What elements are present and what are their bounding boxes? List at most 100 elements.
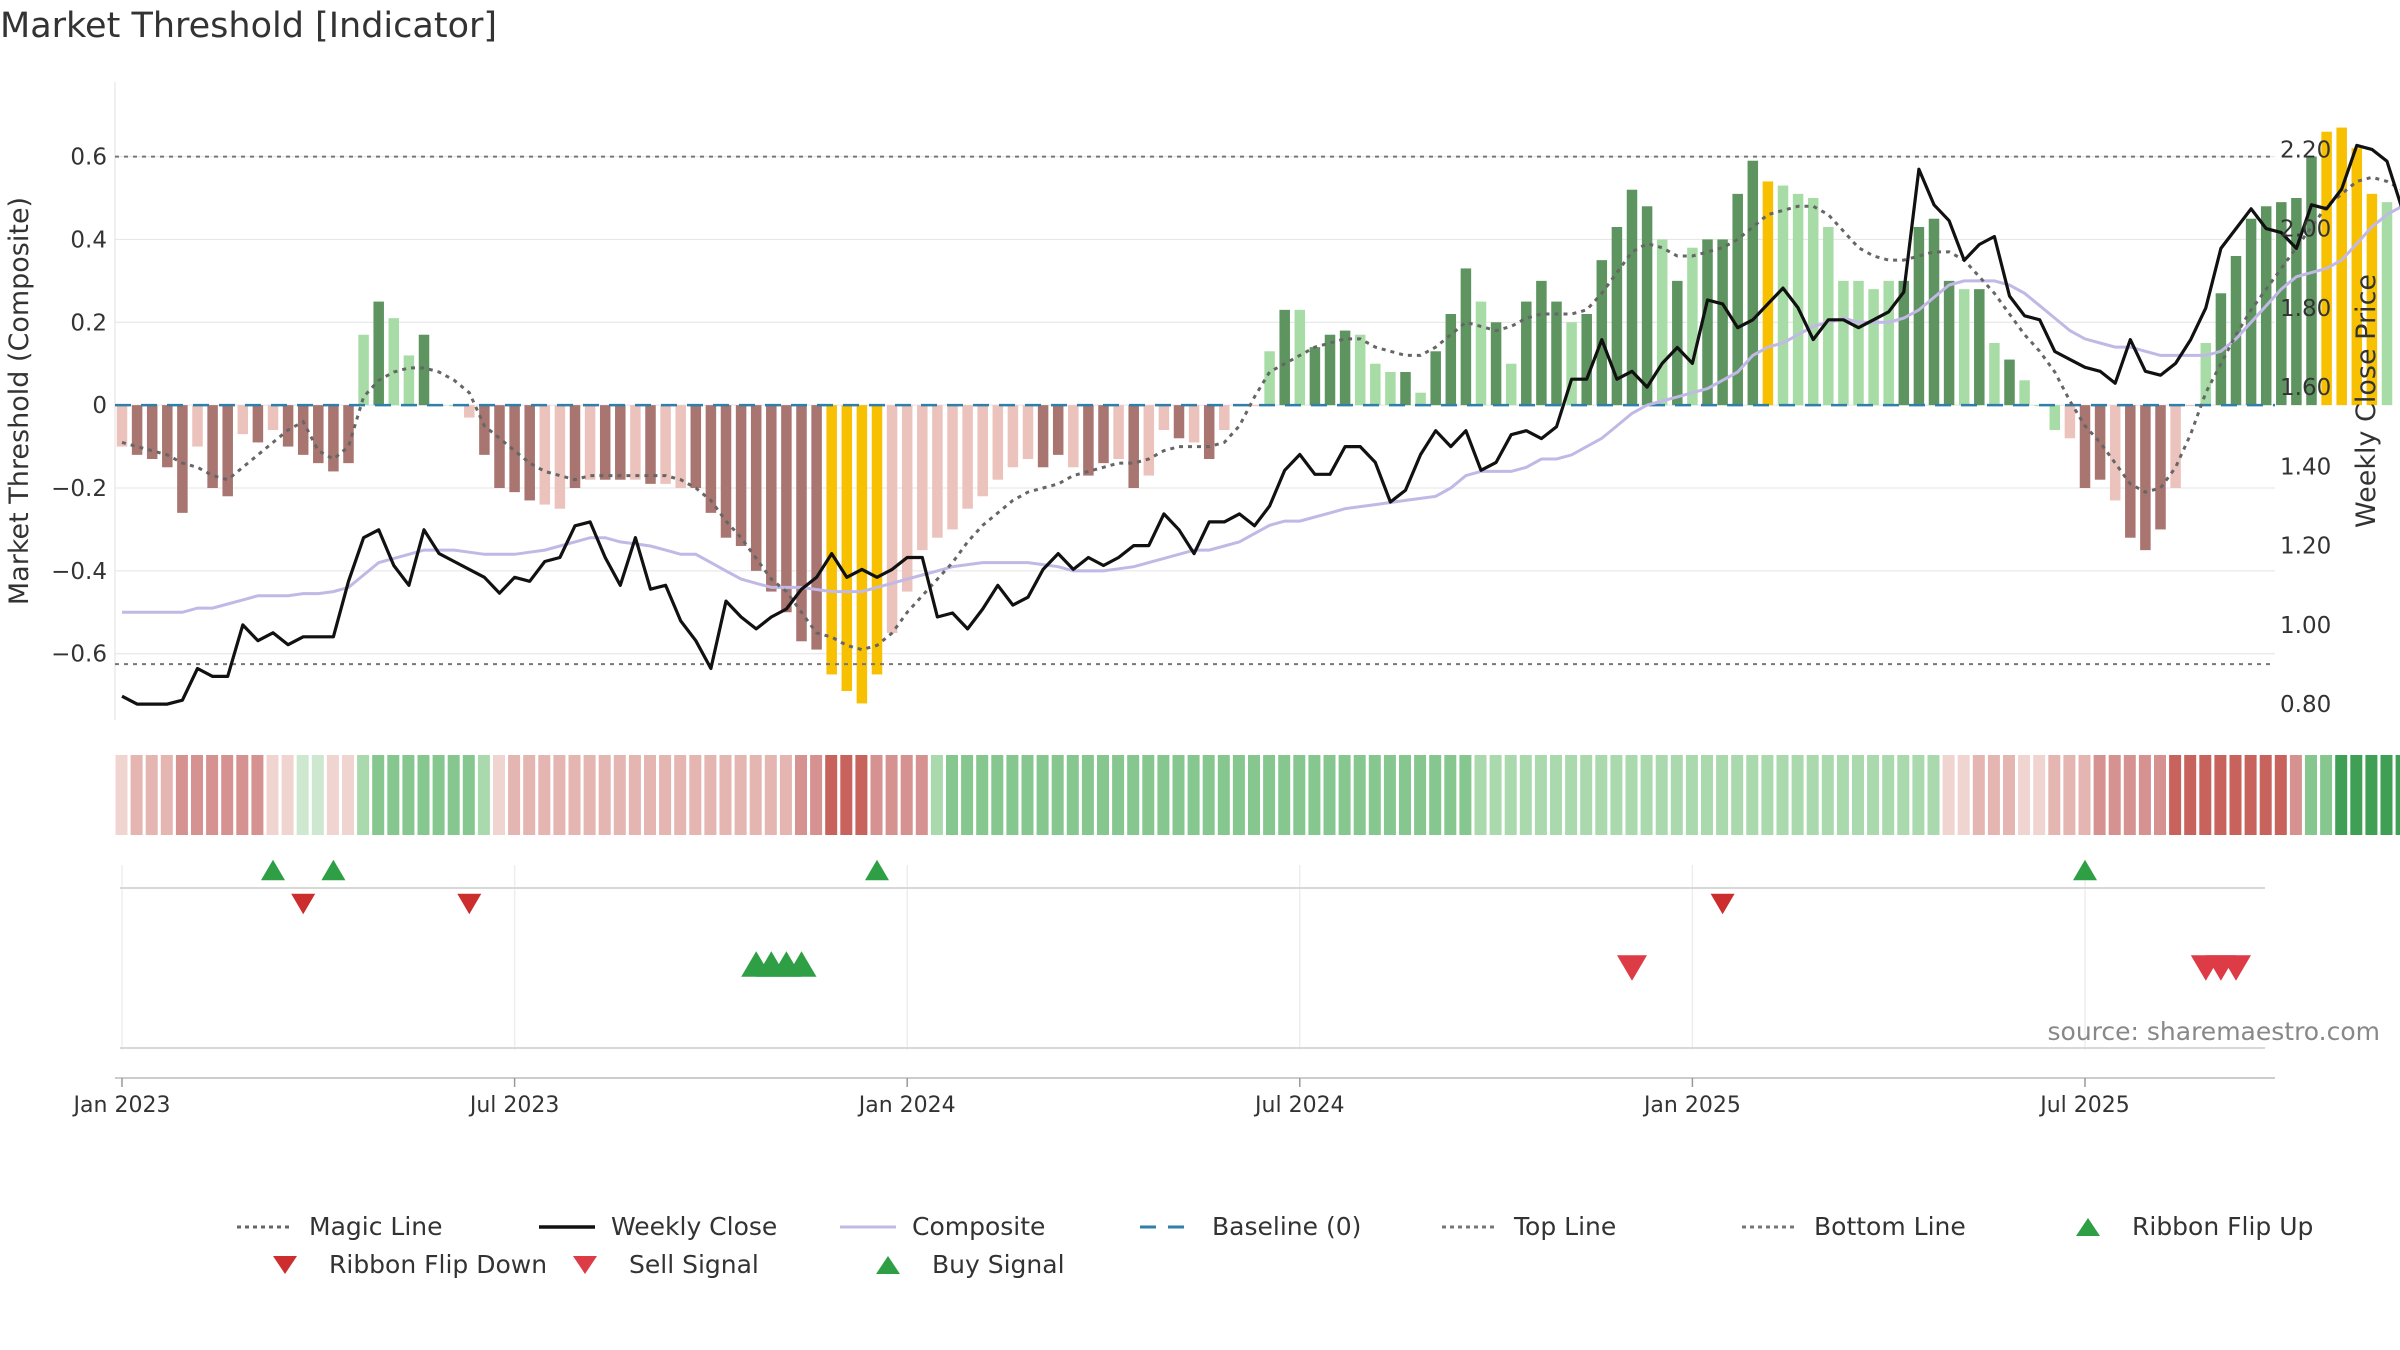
solid-line-icon [840, 1225, 896, 1228]
ribbon-cell [1383, 755, 1396, 835]
ribbon-cell [1217, 755, 1230, 835]
ribbon-cell [296, 755, 309, 835]
ribbon-flip-up-marker [321, 859, 346, 881]
ribbon-cell [1867, 755, 1880, 835]
composite-bar [2019, 380, 2030, 406]
ribbon-cell [961, 755, 974, 835]
composite-bar [962, 405, 973, 509]
composite-bar [2215, 293, 2227, 406]
ribbon-cell [2365, 755, 2378, 835]
composite-bar [1702, 239, 1713, 406]
composite-bar [1475, 301, 1487, 406]
composite-bar [1581, 314, 1592, 406]
composite-bar [977, 405, 988, 497]
legend-item-top-line: Top Line [1440, 1212, 1616, 1241]
y-right-axis-title: Weekly Close Price [2351, 274, 2382, 528]
ribbon-cell [1278, 755, 1291, 835]
composite-bar [1249, 405, 1260, 407]
ribbon-cell [1036, 755, 1049, 835]
ribbon-cell [734, 755, 747, 835]
y-tick-label: 0.4 [70, 227, 107, 253]
ribbon-cell [1912, 755, 1925, 835]
y-right-tick-label: 2.00 [2280, 217, 2331, 243]
composite-bar [675, 405, 686, 488]
ribbon-cell [2214, 755, 2227, 835]
ribbon-cell [326, 755, 339, 835]
legend-label: Ribbon Flip Down [329, 1250, 548, 1279]
composite-line [122, 205, 2400, 614]
ribbon-cell [372, 755, 385, 835]
legend-item-ribbon-flip-up: Ribbon Flip Up [2058, 1212, 2313, 1241]
ribbon-cell [2123, 755, 2136, 835]
composite-bar [1143, 405, 1155, 476]
ribbon-cell [795, 755, 807, 835]
composite-bar [297, 405, 309, 455]
composite-bar [1113, 405, 1124, 459]
ribbon-cell [1444, 755, 1457, 835]
ribbon-flip-down-marker [457, 893, 482, 915]
composite-bar [1490, 322, 1502, 406]
composite-bar [1536, 280, 1547, 406]
composite-bar [1687, 247, 1698, 406]
ribbon-cell [613, 755, 626, 835]
legend-item-bottom-line: Bottom Line [1740, 1212, 1966, 1241]
ribbon-cell [1610, 755, 1623, 835]
dotted-line-icon [237, 1225, 293, 1228]
ribbon-cell [2199, 755, 2212, 835]
ribbon-cell [1791, 755, 1804, 835]
legend-item-sell-signal: Sell Signal [555, 1250, 759, 1279]
ribbon-flip-up-marker [261, 859, 285, 881]
ribbon-flip-up-marker [865, 859, 889, 881]
ribbon-cell [2320, 755, 2333, 835]
composite-bar [252, 405, 264, 443]
composite-bar [1309, 347, 1321, 406]
composite-bar [1505, 363, 1517, 406]
y-tick-label: 0.6 [70, 145, 107, 171]
composite-bar [690, 405, 702, 488]
composite-bar [1656, 239, 1668, 406]
ribbon-cell [1972, 755, 1985, 835]
ribbon-cell [1459, 755, 1472, 835]
composite-bar [705, 405, 717, 513]
composite-bar [539, 405, 551, 505]
ribbon-cell [719, 755, 732, 835]
composite-bar [131, 405, 143, 455]
ribbon-cell [825, 755, 838, 835]
ribbon-cell [236, 755, 249, 835]
composite-bar [811, 405, 822, 650]
source-note: source: sharemaestro.com [2048, 1017, 2381, 1046]
composite-bar [313, 405, 324, 464]
composite-bar [932, 405, 943, 538]
composite-bar [1868, 289, 1879, 406]
dotted-line-icon [1742, 1225, 1798, 1228]
ribbon-cell [2093, 755, 2106, 835]
composite-bar [2200, 343, 2212, 406]
ribbon-cell [2335, 755, 2348, 835]
composite-bar [2306, 156, 2317, 406]
ribbon-cell [553, 755, 566, 835]
ribbon-cell [1051, 755, 1064, 835]
ribbon-cell [915, 755, 928, 835]
ribbon-cell [2018, 755, 2031, 835]
y-right-tick-label: 1.60 [2280, 375, 2331, 401]
ribbon-cell [2033, 755, 2046, 835]
legend: Magic Line Weekly Close Composite Baseline … [0, 1200, 2400, 1290]
composite-bar [2049, 405, 2061, 430]
ribbon-cell [1670, 755, 1683, 835]
ribbon-cell [1489, 755, 1502, 835]
composite-bar [2170, 405, 2181, 488]
ribbon-cell [1066, 755, 1079, 835]
ribbon-cell [1232, 755, 1245, 835]
composite-bar [2094, 405, 2106, 480]
ribbon-cell [387, 755, 400, 835]
composite-bar [177, 405, 188, 513]
composite-bar [2351, 148, 2363, 406]
ribbon-cell [417, 755, 430, 835]
ribbon-cell [1987, 755, 2000, 835]
ribbon-cell [477, 755, 490, 835]
ribbon-cell [1685, 755, 1698, 835]
ribbon-cell [1263, 755, 1276, 835]
ribbon-cell [2184, 755, 2197, 835]
composite-bar [1792, 193, 1804, 406]
composite-bar [1052, 405, 1064, 455]
